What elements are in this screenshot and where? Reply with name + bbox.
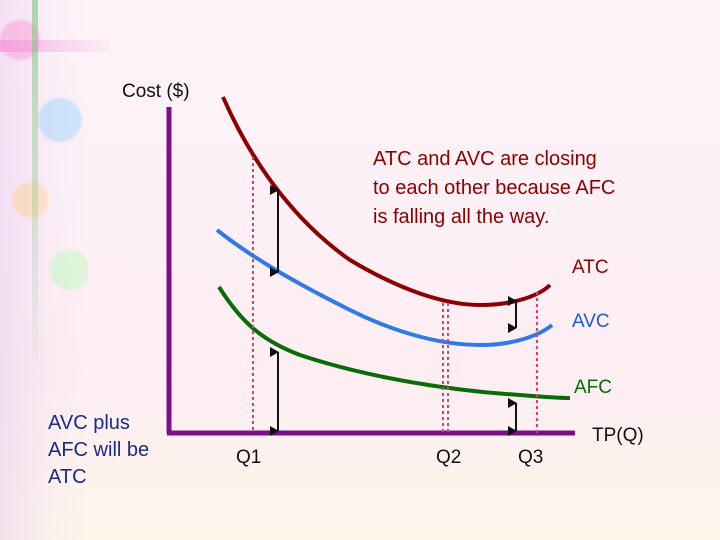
x-axis-label: TP(Q) [592, 425, 644, 446]
summary-line: ATC [48, 466, 87, 488]
closing-curves-annotation: ATC and AVC are closing to each other be… [373, 145, 703, 232]
y-axis-label: Cost ($) [122, 81, 190, 102]
q2-label: Q2 [436, 447, 461, 468]
decoration-stripe [32, 0, 38, 360]
annotation-line: is falling all the way. [373, 206, 550, 228]
q3-label: Q3 [518, 447, 543, 468]
summary-note: AVC plus AFC will be ATC [48, 410, 198, 491]
afc-label: AFC [574, 377, 612, 398]
q1-label: Q1 [236, 447, 261, 468]
summary-line: AVC plus [48, 412, 130, 434]
avc-label: AVC [572, 311, 610, 332]
atc-label: ATC [572, 257, 609, 278]
background-decoration [0, 0, 88, 540]
annotation-line: to each other because AFC [373, 177, 616, 199]
annotation-line: ATC and AVC are closing [373, 148, 597, 170]
decoration-bar [0, 40, 110, 52]
afc-curve [217, 285, 571, 400]
avc-curve [215, 228, 554, 348]
summary-line: AFC will be [48, 439, 150, 461]
